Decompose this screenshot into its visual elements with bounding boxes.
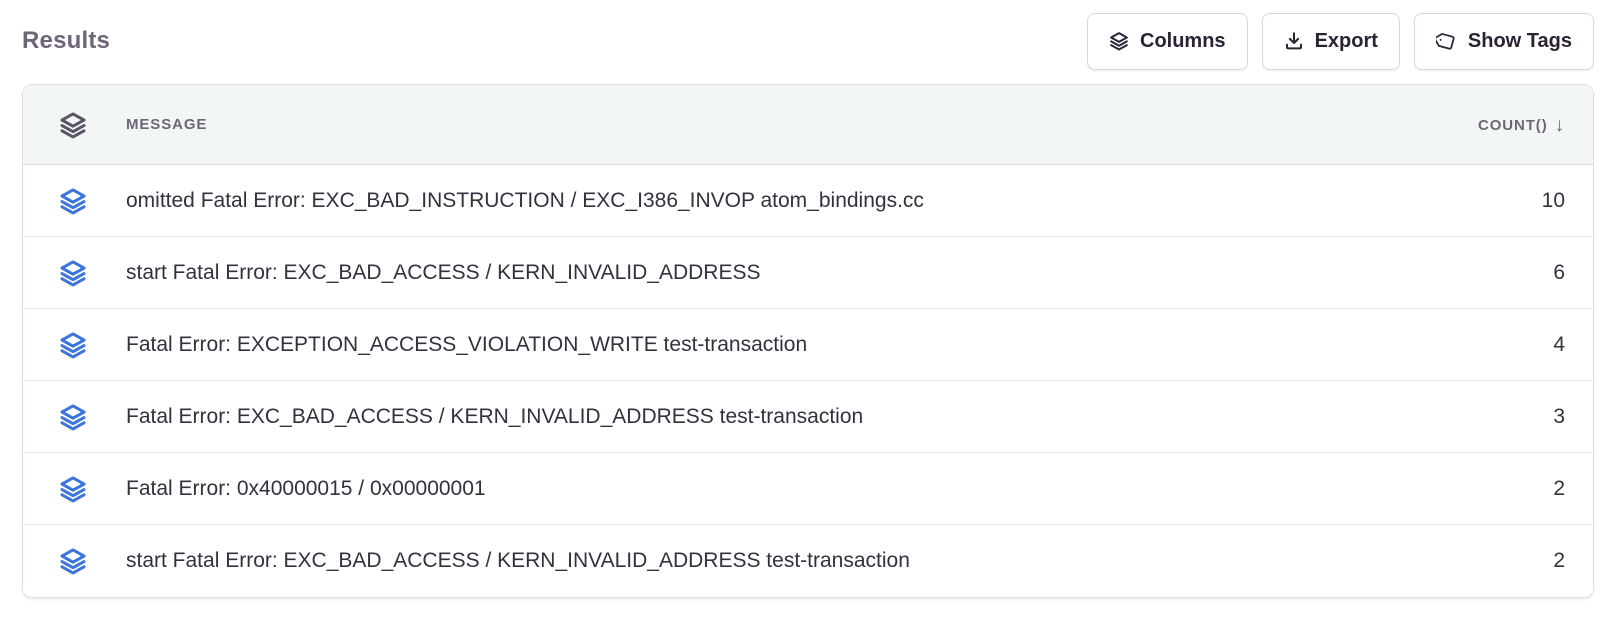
message-cell: start Fatal Error: EXC_BAD_ACCESS / KERN…	[126, 549, 910, 572]
table-header-row: MESSAGE COUNT() ↓	[23, 85, 1593, 165]
page-title: Results	[22, 27, 111, 54]
table-row: omitted Fatal Error: EXC_BAD_INSTRUCTION…	[23, 165, 1593, 237]
event-stack-icon[interactable]	[59, 331, 87, 359]
table-row: start Fatal Error: EXC_BAD_ACCESS / KERN…	[23, 237, 1593, 309]
count-cell: 3	[1553, 404, 1565, 428]
results-table-body: omitted Fatal Error: EXC_BAD_INSTRUCTION…	[23, 165, 1593, 597]
table-row: Fatal Error: 0x40000015 / 0x00000001 2	[23, 453, 1593, 525]
stack-icon	[59, 111, 87, 139]
export-button-label: Export	[1314, 29, 1378, 52]
count-cell: 2	[1553, 549, 1565, 572]
sort-descending-icon: ↓	[1554, 114, 1565, 136]
message-cell: start Fatal Error: EXC_BAD_ACCESS / KERN…	[126, 260, 761, 284]
table-row: Fatal Error: EXCEPTION_ACCESS_VIOLATION_…	[23, 309, 1593, 381]
message-column-header[interactable]: MESSAGE	[126, 116, 208, 133]
table-row: start Fatal Error: EXC_BAD_ACCESS / KERN…	[23, 525, 1593, 597]
layers-icon	[1109, 31, 1129, 51]
event-stack-icon[interactable]	[59, 187, 87, 215]
tag-icon	[1435, 31, 1457, 52]
show-tags-button[interactable]: Show Tags	[1413, 12, 1594, 70]
message-cell: Fatal Error: 0x40000015 / 0x00000001	[126, 476, 486, 500]
count-cell: 4	[1553, 332, 1565, 356]
event-stack-icon[interactable]	[59, 475, 87, 503]
results-panel: Results Columns	[22, 12, 1594, 598]
toolbar-buttons: Columns Export	[1087, 12, 1594, 70]
columns-button-label: Columns	[1140, 29, 1226, 52]
event-stack-icon[interactable]	[59, 259, 87, 287]
results-table: MESSAGE COUNT() ↓ omitted Fatal Error: EX…	[22, 84, 1594, 598]
table-row: Fatal Error: EXC_BAD_ACCESS / KERN_INVAL…	[23, 381, 1593, 453]
count-cell: 10	[1541, 188, 1565, 212]
columns-button[interactable]: Columns	[1087, 12, 1248, 70]
event-stack-icon[interactable]	[59, 403, 87, 431]
message-cell: Fatal Error: EXC_BAD_ACCESS / KERN_INVAL…	[126, 404, 864, 428]
message-cell: Fatal Error: EXCEPTION_ACCESS_VIOLATION_…	[126, 332, 808, 356]
count-cell: 2	[1553, 476, 1565, 500]
event-stack-icon[interactable]	[59, 547, 87, 575]
results-toolbar: Results Columns	[22, 12, 1594, 70]
count-column-header[interactable]: COUNT() ↓	[1478, 114, 1565, 136]
download-icon	[1284, 31, 1304, 51]
message-cell: omitted Fatal Error: EXC_BAD_INSTRUCTION…	[126, 188, 924, 212]
export-button[interactable]: Export	[1261, 12, 1400, 70]
count-column-label: COUNT()	[1477, 116, 1548, 134]
show-tags-button-label: Show Tags	[1467, 29, 1572, 52]
count-cell: 6	[1553, 260, 1565, 284]
